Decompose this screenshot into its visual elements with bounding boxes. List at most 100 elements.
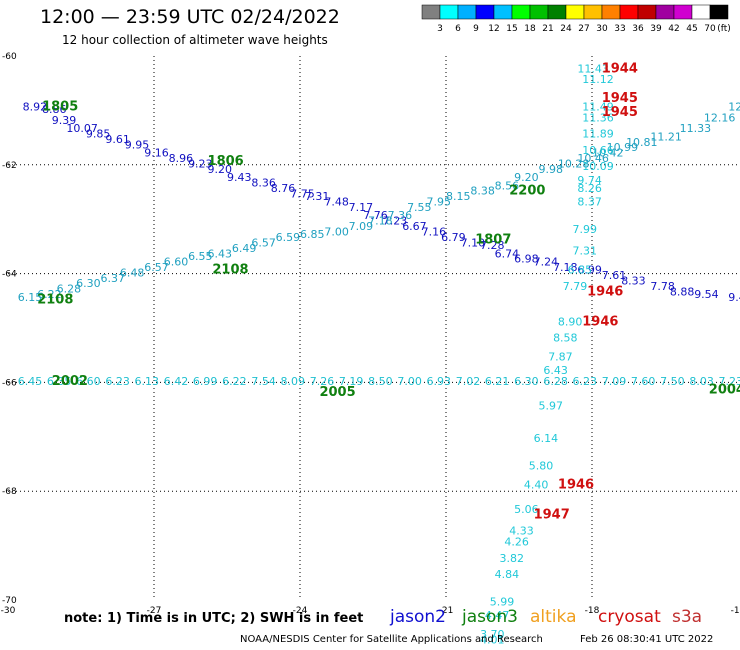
swh-value: 7.76 (363, 209, 388, 222)
legend-altika: altika (530, 607, 577, 627)
footer-timestamp: Feb 26 08:30:41 UTC 2022 (580, 634, 714, 645)
pass-time-label: 2004 (709, 382, 740, 397)
colorbar-label: 30 (596, 24, 608, 34)
colorbar-swatch (691, 4, 711, 20)
swh-value: 7.78 (650, 280, 675, 293)
colorbar-label: 18 (524, 24, 536, 34)
swh-value: 7.23 (383, 215, 408, 228)
swh-value: 7.28 (480, 239, 505, 252)
swh-value: 11.43 (577, 62, 609, 75)
swh-value: 6.15 (18, 291, 43, 304)
swh-value: 7.31 (573, 245, 598, 258)
swh-value: 9.23 (188, 158, 213, 171)
swh-value: 9.20 (208, 163, 233, 176)
colorbar-label: 45 (686, 24, 697, 34)
swh-value: 6.85 (568, 264, 593, 277)
chart-subtitle: 12 hour collection of altimeter wave hei… (62, 33, 328, 47)
colorbar-label: 9 (473, 24, 479, 34)
colorbar-swatch (583, 4, 603, 20)
pass-time-label: 2200 (509, 184, 545, 199)
y-tick-label: -60 (2, 52, 17, 62)
y-tick-label: -66 (2, 378, 17, 388)
swh-value: 10.81 (626, 136, 658, 149)
legend-s3a: s3a (672, 607, 703, 627)
colorbar-label: 36 (632, 24, 644, 34)
swh-value: 4.47 (485, 609, 510, 622)
swh-value: 7.50 (660, 375, 685, 388)
swh-value: 6.37 (100, 272, 125, 285)
swh-value: 8.76 (271, 182, 296, 195)
swh-value: 9.85 (86, 128, 111, 141)
colorbar-unit: (ft) (717, 24, 731, 34)
swh-value: 6.28 (57, 283, 82, 296)
swh-value: 10.99 (607, 141, 639, 154)
swh-value: 6.57 (251, 236, 275, 249)
swh-value: 6.60 (76, 375, 101, 388)
swh-value: 5.97 (538, 400, 563, 413)
colorbar-label: 70 (704, 24, 716, 34)
swh-value: 6.99 (577, 264, 602, 277)
swh-value: 7.79 (563, 280, 588, 293)
swh-value: 8.15 (446, 190, 471, 203)
colorbar-label: 39 (650, 24, 662, 34)
swh-value: 7.02 (456, 375, 481, 388)
swh-value: 8.50 (368, 375, 393, 388)
swh-value: 7.10 (461, 236, 486, 249)
swh-value: 3.82 (500, 552, 525, 565)
swh-value: 6.55 (188, 250, 213, 263)
swh-value: 6.79 (441, 231, 466, 244)
swh-value: 7.23 (719, 375, 740, 388)
swh-value: 8.90 (558, 315, 583, 328)
swh-value: 9.98 (538, 163, 563, 176)
swh-value: 6.98 (514, 253, 539, 266)
colorbar-swatch (637, 4, 657, 20)
swh-value: 6.14 (534, 432, 559, 445)
footer-credit: NOAA/NESDIS Center for Satellite Applica… (240, 634, 543, 645)
swh-value: 7.31 (305, 190, 330, 203)
swh-value: 9.39 (52, 114, 77, 127)
swh-value: 7.48 (324, 196, 349, 209)
chart-title: 12:00 — 23:59 UTC 02/24/2022 (40, 6, 340, 28)
swh-value: 6.13 (135, 375, 160, 388)
swh-value: 4.01 (480, 634, 505, 647)
swh-value: 7.09 (349, 220, 374, 233)
colorbar-label: 3 (437, 24, 443, 34)
pass-time-label: 1945 (602, 91, 638, 106)
swh-value: 6.30 (76, 277, 101, 290)
swh-value: 7.18 (368, 215, 393, 228)
pass-time-label: 1807 (475, 233, 511, 248)
swh-value: 11.49 (582, 100, 614, 113)
colorbar-label: 21 (542, 24, 553, 34)
colorbar-swatch (457, 4, 477, 20)
x-tick-label: -27 (147, 606, 162, 616)
pass-time-label: 1945 (602, 105, 638, 120)
swh-value: 9.20 (514, 171, 539, 184)
swh-value: 12.16 (704, 111, 736, 124)
legend-cryosat: cryosat (598, 607, 661, 627)
swh-value: 4.26 (504, 536, 529, 549)
swh-value: 8.92 (23, 100, 47, 113)
swh-value: 7.19 (339, 375, 364, 388)
colorbar-swatch (421, 4, 441, 20)
swh-value: 7.18 (553, 261, 578, 274)
swh-value: 6.45 (18, 375, 43, 388)
swh-value: 7.00 (324, 226, 349, 239)
swh-value: 7.99 (573, 223, 598, 236)
swh-value: 7.09 (602, 375, 627, 388)
pass-time-label: 2108 (212, 263, 248, 278)
chart-note: note: 1) Time is in UTC; 2) SWH is in fe… (64, 611, 364, 626)
grid (8, 56, 738, 600)
swh-value: 11.12 (582, 73, 614, 86)
pass-time-label: 1946 (582, 314, 618, 329)
swh-value: 11.89 (582, 128, 614, 141)
swh-value: 6.22 (37, 288, 62, 301)
swh-value: 8.58 (553, 332, 578, 345)
y-tick-label: -62 (2, 161, 17, 171)
colorbar-label: 42 (668, 24, 679, 34)
colorbar-swatch (511, 4, 531, 20)
legend-jason3: jason3 (462, 607, 518, 627)
swh-value: 10.07 (66, 122, 98, 135)
swh-value: 8.26 (577, 182, 602, 195)
colorbar-swatch (547, 4, 567, 20)
swh-value: 3.70 (480, 628, 505, 641)
